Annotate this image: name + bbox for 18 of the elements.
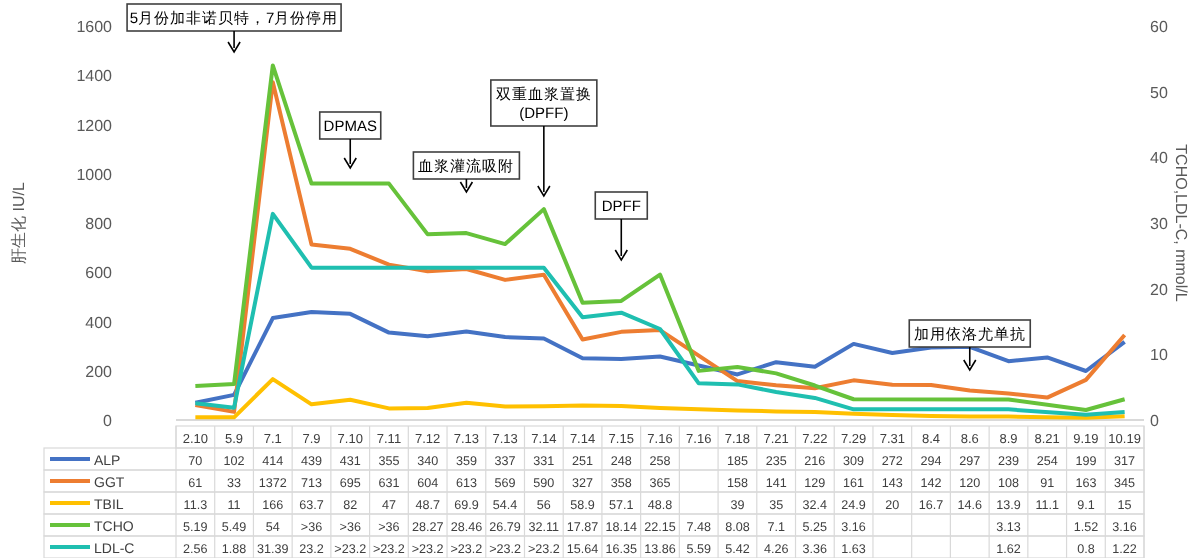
y-tick-label: 1000: [76, 165, 114, 184]
y2-tick-label: 40: [1150, 149, 1169, 168]
y2-tick-label: 20: [1150, 280, 1169, 299]
y2-tick-label: 60: [1150, 18, 1169, 36]
y-tick-label: 1400: [76, 67, 114, 86]
y-tick-label: 400: [85, 313, 114, 332]
y-tick-label: 200: [85, 362, 114, 381]
y-tick-label: 1200: [76, 116, 114, 135]
y-tick-label: 800: [85, 215, 114, 233]
y-tick-label: 600: [85, 264, 114, 283]
y2-tick-label: 50: [1150, 83, 1169, 102]
y2-tick-label: 10: [1150, 346, 1169, 365]
y2-tick-label: 0: [1150, 412, 1160, 430]
y2-tick-label: 30: [1150, 215, 1169, 233]
y-axis-title: 肝生化 IU/L: [10, 181, 28, 264]
y-tick-label: 0: [103, 412, 114, 430]
y2-axis-title: TCHO,LDL-C, mmol/L: [1172, 144, 1190, 303]
y-tick-label: 1600: [76, 18, 114, 36]
